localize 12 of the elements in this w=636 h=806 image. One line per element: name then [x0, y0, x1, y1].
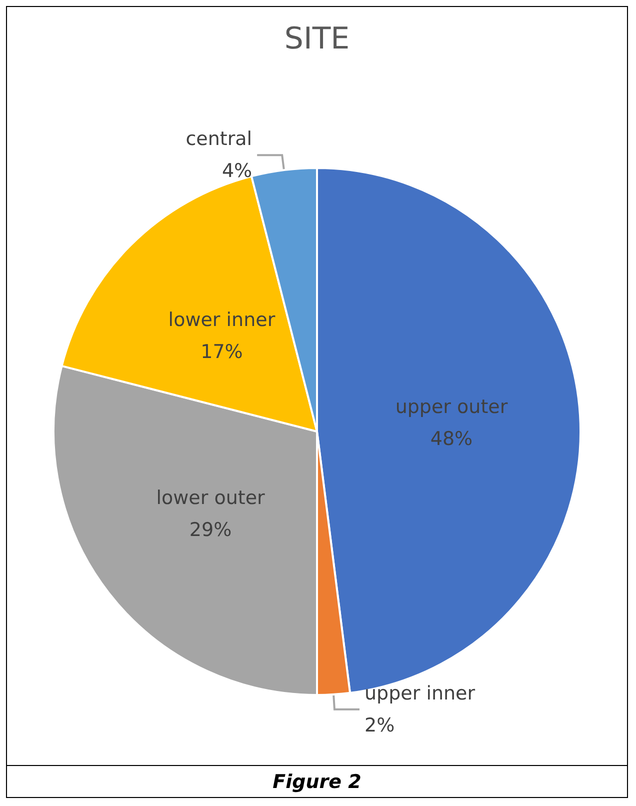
data-label: 4%	[222, 160, 252, 182]
caption: Figure 2	[7, 765, 627, 798]
slice-label: upper inner	[364, 682, 476, 704]
chart-title: SITE	[284, 22, 350, 56]
data-label: 17%	[200, 341, 243, 364]
slice-label: lower outer	[156, 487, 266, 510]
data-label: 29%	[189, 519, 232, 542]
slice-label: central	[186, 128, 252, 150]
slice-label: lower inner	[168, 309, 276, 332]
data-label: 2%	[364, 714, 395, 736]
slice-label: upper outer	[395, 396, 508, 418]
data-label: 48%	[430, 428, 473, 450]
